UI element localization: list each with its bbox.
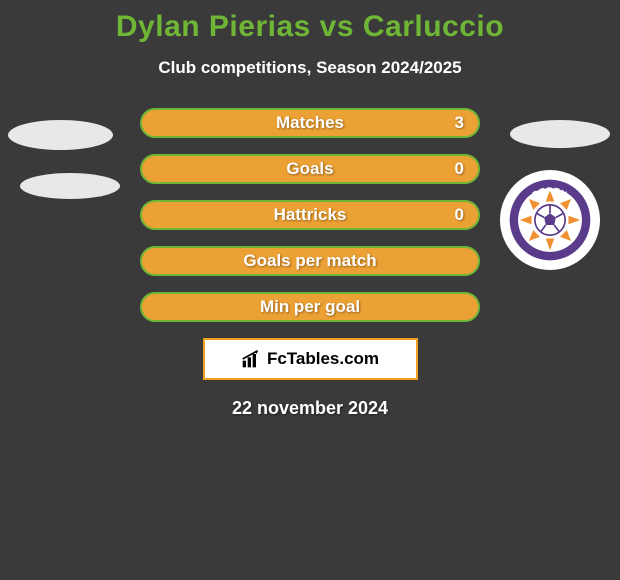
stat-row-hattricks: Hattricks 0: [140, 200, 480, 230]
stat-value-right: 0: [455, 159, 464, 179]
perth-glory-icon: PERTH: [508, 178, 592, 262]
stat-row-goals-per-match: Goals per match: [140, 246, 480, 276]
bar-chart-icon: [241, 349, 261, 369]
stat-row-min-per-goal: Min per goal: [140, 292, 480, 322]
stat-label: Hattricks: [274, 205, 347, 225]
left-player-badge-2: [20, 173, 120, 199]
stats-area: PERTH Matches 3 Goals 0 Hattricks 0 Goals per …: [0, 108, 620, 322]
stat-row-goals: Goals 0: [140, 154, 480, 184]
brand-text: FcTables.com: [267, 349, 379, 369]
left-player-badge-1: [8, 120, 113, 150]
stat-label: Goals: [286, 159, 333, 179]
right-player-badge-1: [510, 120, 610, 148]
stat-value-right: 3: [455, 113, 464, 133]
right-club-badge: PERTH: [500, 170, 600, 270]
stat-value-right: 0: [455, 205, 464, 225]
page-title: Dylan Pierias vs Carluccio: [0, 0, 620, 44]
subtitle: Club competitions, Season 2024/2025: [0, 58, 620, 78]
stat-label: Matches: [276, 113, 344, 133]
stat-label: Min per goal: [260, 297, 360, 317]
stat-label: Goals per match: [243, 251, 376, 271]
stat-row-matches: Matches 3: [140, 108, 480, 138]
date-text: 22 november 2024: [0, 398, 620, 419]
brand-box: FcTables.com: [203, 338, 418, 380]
